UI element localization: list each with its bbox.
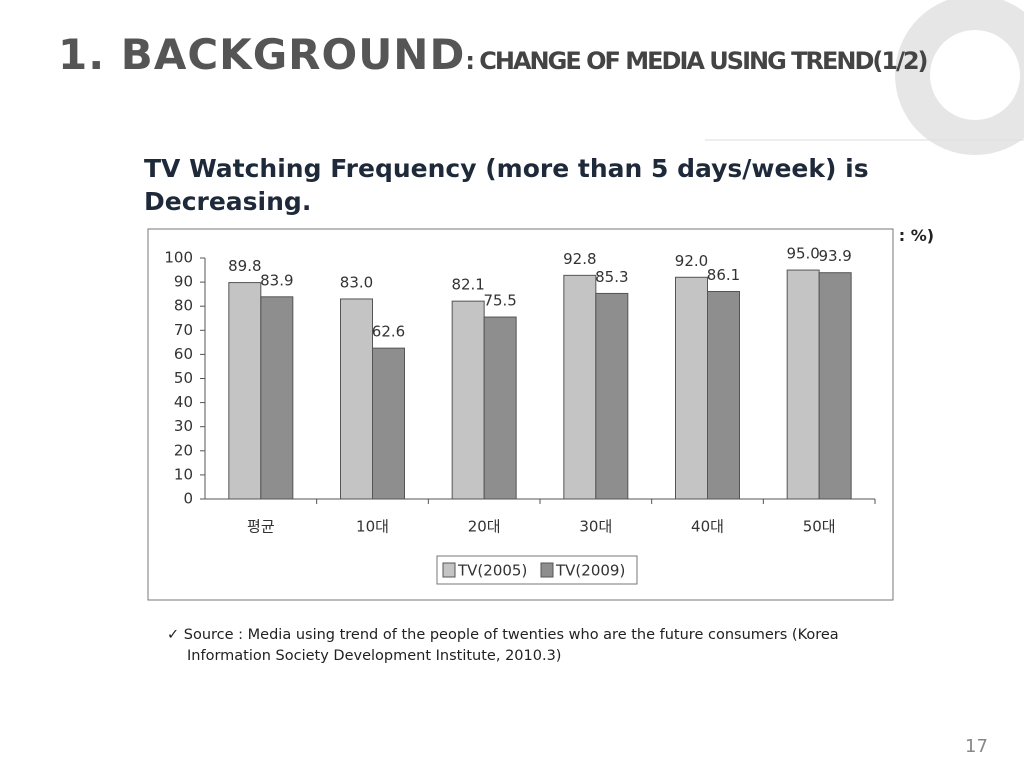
y-tick-label: 100: [164, 249, 193, 267]
legend-swatch: [442, 562, 456, 578]
bar: [340, 298, 373, 500]
value-label: 85.3: [595, 268, 628, 286]
x-tick-label: 50대: [803, 518, 836, 536]
y-tick-label: 80: [174, 297, 193, 315]
x-tick-label: 40대: [691, 518, 724, 536]
title-suffix: : CHANGE OF MEDIA USING TREND(1/2): [465, 47, 928, 75]
value-label: 83.0: [340, 273, 373, 291]
legend-swatch: [540, 562, 554, 578]
value-label: 75.5: [483, 292, 516, 310]
bar: [372, 347, 405, 500]
legend-label: TV(2005): [457, 562, 527, 580]
value-label: 93.9: [818, 247, 851, 265]
value-label: 92.0: [675, 252, 708, 270]
x-tick-label: 20대: [468, 518, 501, 536]
bar: [675, 276, 708, 500]
x-tick-label: 10대: [356, 518, 389, 536]
x-tick-label: 30대: [579, 518, 612, 536]
bar: [818, 272, 852, 500]
y-tick-label: 30: [174, 417, 193, 435]
page-number: 17: [965, 736, 988, 757]
value-label: 95.0: [786, 245, 819, 263]
y-tick-label: 20: [174, 441, 193, 459]
source-text: Source : Media using trend of the people…: [183, 627, 839, 664]
bar: [451, 300, 485, 500]
value-label: 82.1: [451, 276, 484, 294]
bar: [595, 292, 629, 500]
bar: [707, 290, 740, 500]
y-tick-label: 10: [174, 465, 193, 483]
title-main: 1. BACKGROUND: [58, 30, 466, 79]
y-tick-label: 0: [183, 490, 193, 508]
value-label: 86.1: [707, 266, 740, 284]
source-note: ✓ Source : Media using trend of the peop…: [167, 627, 839, 664]
value-label: 62.6: [372, 323, 405, 341]
bar: [228, 282, 262, 500]
legend-label: TV(2009): [555, 562, 625, 580]
bar: [260, 296, 294, 500]
value-label: 89.8: [228, 257, 261, 275]
bar: [786, 269, 820, 500]
bar: [483, 316, 517, 500]
y-tick-label: 50: [174, 369, 193, 387]
slide-title: 1. BACKGROUND: CHANGE OF MEDIA USING TRE…: [58, 30, 929, 79]
value-label: 83.9: [260, 271, 293, 289]
y-tick-label: 90: [174, 273, 193, 291]
y-tick-label: 70: [174, 321, 193, 339]
x-tick-label: 평균: [247, 518, 275, 536]
y-tick-label: 60: [174, 345, 193, 363]
bar: [563, 274, 597, 500]
logo-ring-inner: [930, 30, 1020, 120]
value-label: 92.8: [563, 250, 596, 268]
y-tick-label: 40: [174, 393, 193, 411]
heading: TV Watching Frequency (more than 5 days/…: [144, 154, 869, 216]
legend-box: [436, 555, 638, 585]
